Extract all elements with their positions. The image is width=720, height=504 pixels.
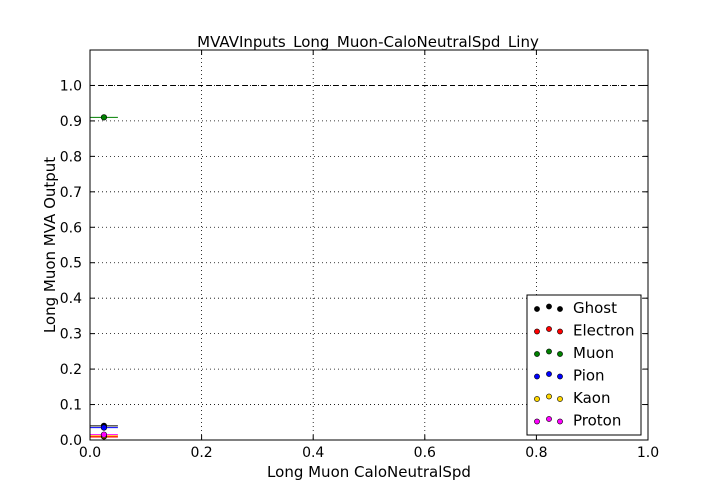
pion-legend-marker xyxy=(557,373,563,380)
electron-legend-label: Electron xyxy=(573,322,635,340)
y-tick-label: 0.2 xyxy=(60,362,82,378)
x-tick-label: 0.6 xyxy=(414,445,436,461)
proton-legend-label: Proton xyxy=(573,412,621,430)
pion-point xyxy=(100,424,108,431)
ghost-legend-label: Ghost xyxy=(573,299,617,317)
muon-legend-marker xyxy=(557,351,563,357)
y-tick-label: 0.3 xyxy=(60,327,82,343)
data-series xyxy=(90,114,118,440)
muon-legend-marker xyxy=(546,348,552,355)
ghost-legend-marker xyxy=(546,303,552,310)
proton-legend-marker xyxy=(546,416,552,422)
y-axis-label: Long Muon MVA Output xyxy=(41,157,59,333)
y-tick-label: 0.4 xyxy=(60,291,82,307)
proton-legend-marker xyxy=(557,418,563,425)
kaon-legend-marker xyxy=(534,396,540,402)
kaon-legend-marker xyxy=(546,393,552,400)
x-axis-label: Long Muon CaloNeutralSpd xyxy=(267,463,471,481)
muon-legend-label: Muon xyxy=(573,344,614,362)
x-tick-label: 0.8 xyxy=(525,445,547,461)
x-tick-label: 0.0 xyxy=(79,445,101,461)
muon-legend-marker xyxy=(534,351,540,357)
y-tick-label: 0.7 xyxy=(60,185,82,201)
ghost-legend-marker xyxy=(557,306,563,312)
legend: Ghost Electron Muon Pion Kaon Proton xyxy=(526,294,642,436)
proton-legend-marker xyxy=(534,418,540,425)
pion-legend-label: Pion xyxy=(573,367,605,385)
x-tick-label: 0.4 xyxy=(302,445,324,461)
electron-legend-marker xyxy=(534,328,540,335)
ghost-legend-marker xyxy=(534,306,540,312)
x-tick-label: 1.0 xyxy=(637,445,659,461)
legend-box xyxy=(526,294,642,436)
plot-border xyxy=(89,49,649,441)
y-tick-label: 0.1 xyxy=(60,398,82,414)
kaon-legend-label: Kaon xyxy=(573,389,610,407)
y-tick-label: 0.0 xyxy=(60,433,82,449)
electron-legend-marker xyxy=(546,326,552,332)
muon-point xyxy=(100,114,108,121)
x-tick-label: 0.2 xyxy=(190,445,212,461)
pion-legend-marker xyxy=(546,371,552,377)
y-tick-label: 0.6 xyxy=(60,220,82,236)
y-tick-label: 0.8 xyxy=(60,149,82,165)
pion-legend-marker xyxy=(534,373,540,380)
y-tick-label: 0.9 xyxy=(60,114,82,130)
chart-title: MVAVInputs_Long_Muon-CaloNeutralSpd_Liny xyxy=(197,33,539,52)
y-tick-label: 1.0 xyxy=(60,78,82,94)
proton-point xyxy=(100,431,108,438)
y-tick-label: 0.5 xyxy=(60,256,82,272)
kaon-legend-marker xyxy=(557,396,563,402)
electron-legend-marker xyxy=(557,328,563,335)
axis-ticks: 0.0 0.2 0.4 0.6 0.8 1.0 0.0 0.1 0.2 0.3 0.4 0.5 0.6 0… xyxy=(60,50,659,461)
